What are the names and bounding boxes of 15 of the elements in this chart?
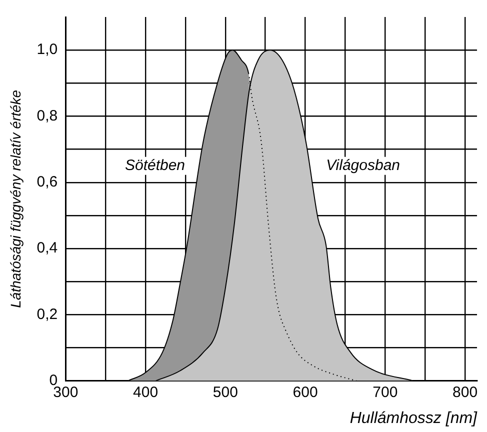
y-tick-label: 0,6 (36, 174, 58, 191)
y-tick-label: 0,8 (36, 107, 58, 124)
x-tick-label: 400 (133, 384, 158, 401)
series-label: Sötétben (124, 157, 186, 174)
y-tick-label: 0,2 (36, 306, 58, 323)
x-tick-label: 300 (53, 384, 78, 401)
x-tick-label: 800 (452, 384, 478, 401)
x-tick-label: 600 (292, 384, 318, 401)
y-axis-title: Láthatósági függvény relatív értéke (7, 90, 24, 308)
y-tick-label: 1,0 (36, 41, 58, 58)
x-tick-label: 500 (212, 384, 238, 401)
x-axis-title: Hullámhossz [nm] (350, 410, 478, 427)
y-tick-label: 0,4 (36, 240, 58, 257)
x-tick-label: 700 (372, 384, 398, 401)
series-label: Világosban (326, 157, 400, 174)
